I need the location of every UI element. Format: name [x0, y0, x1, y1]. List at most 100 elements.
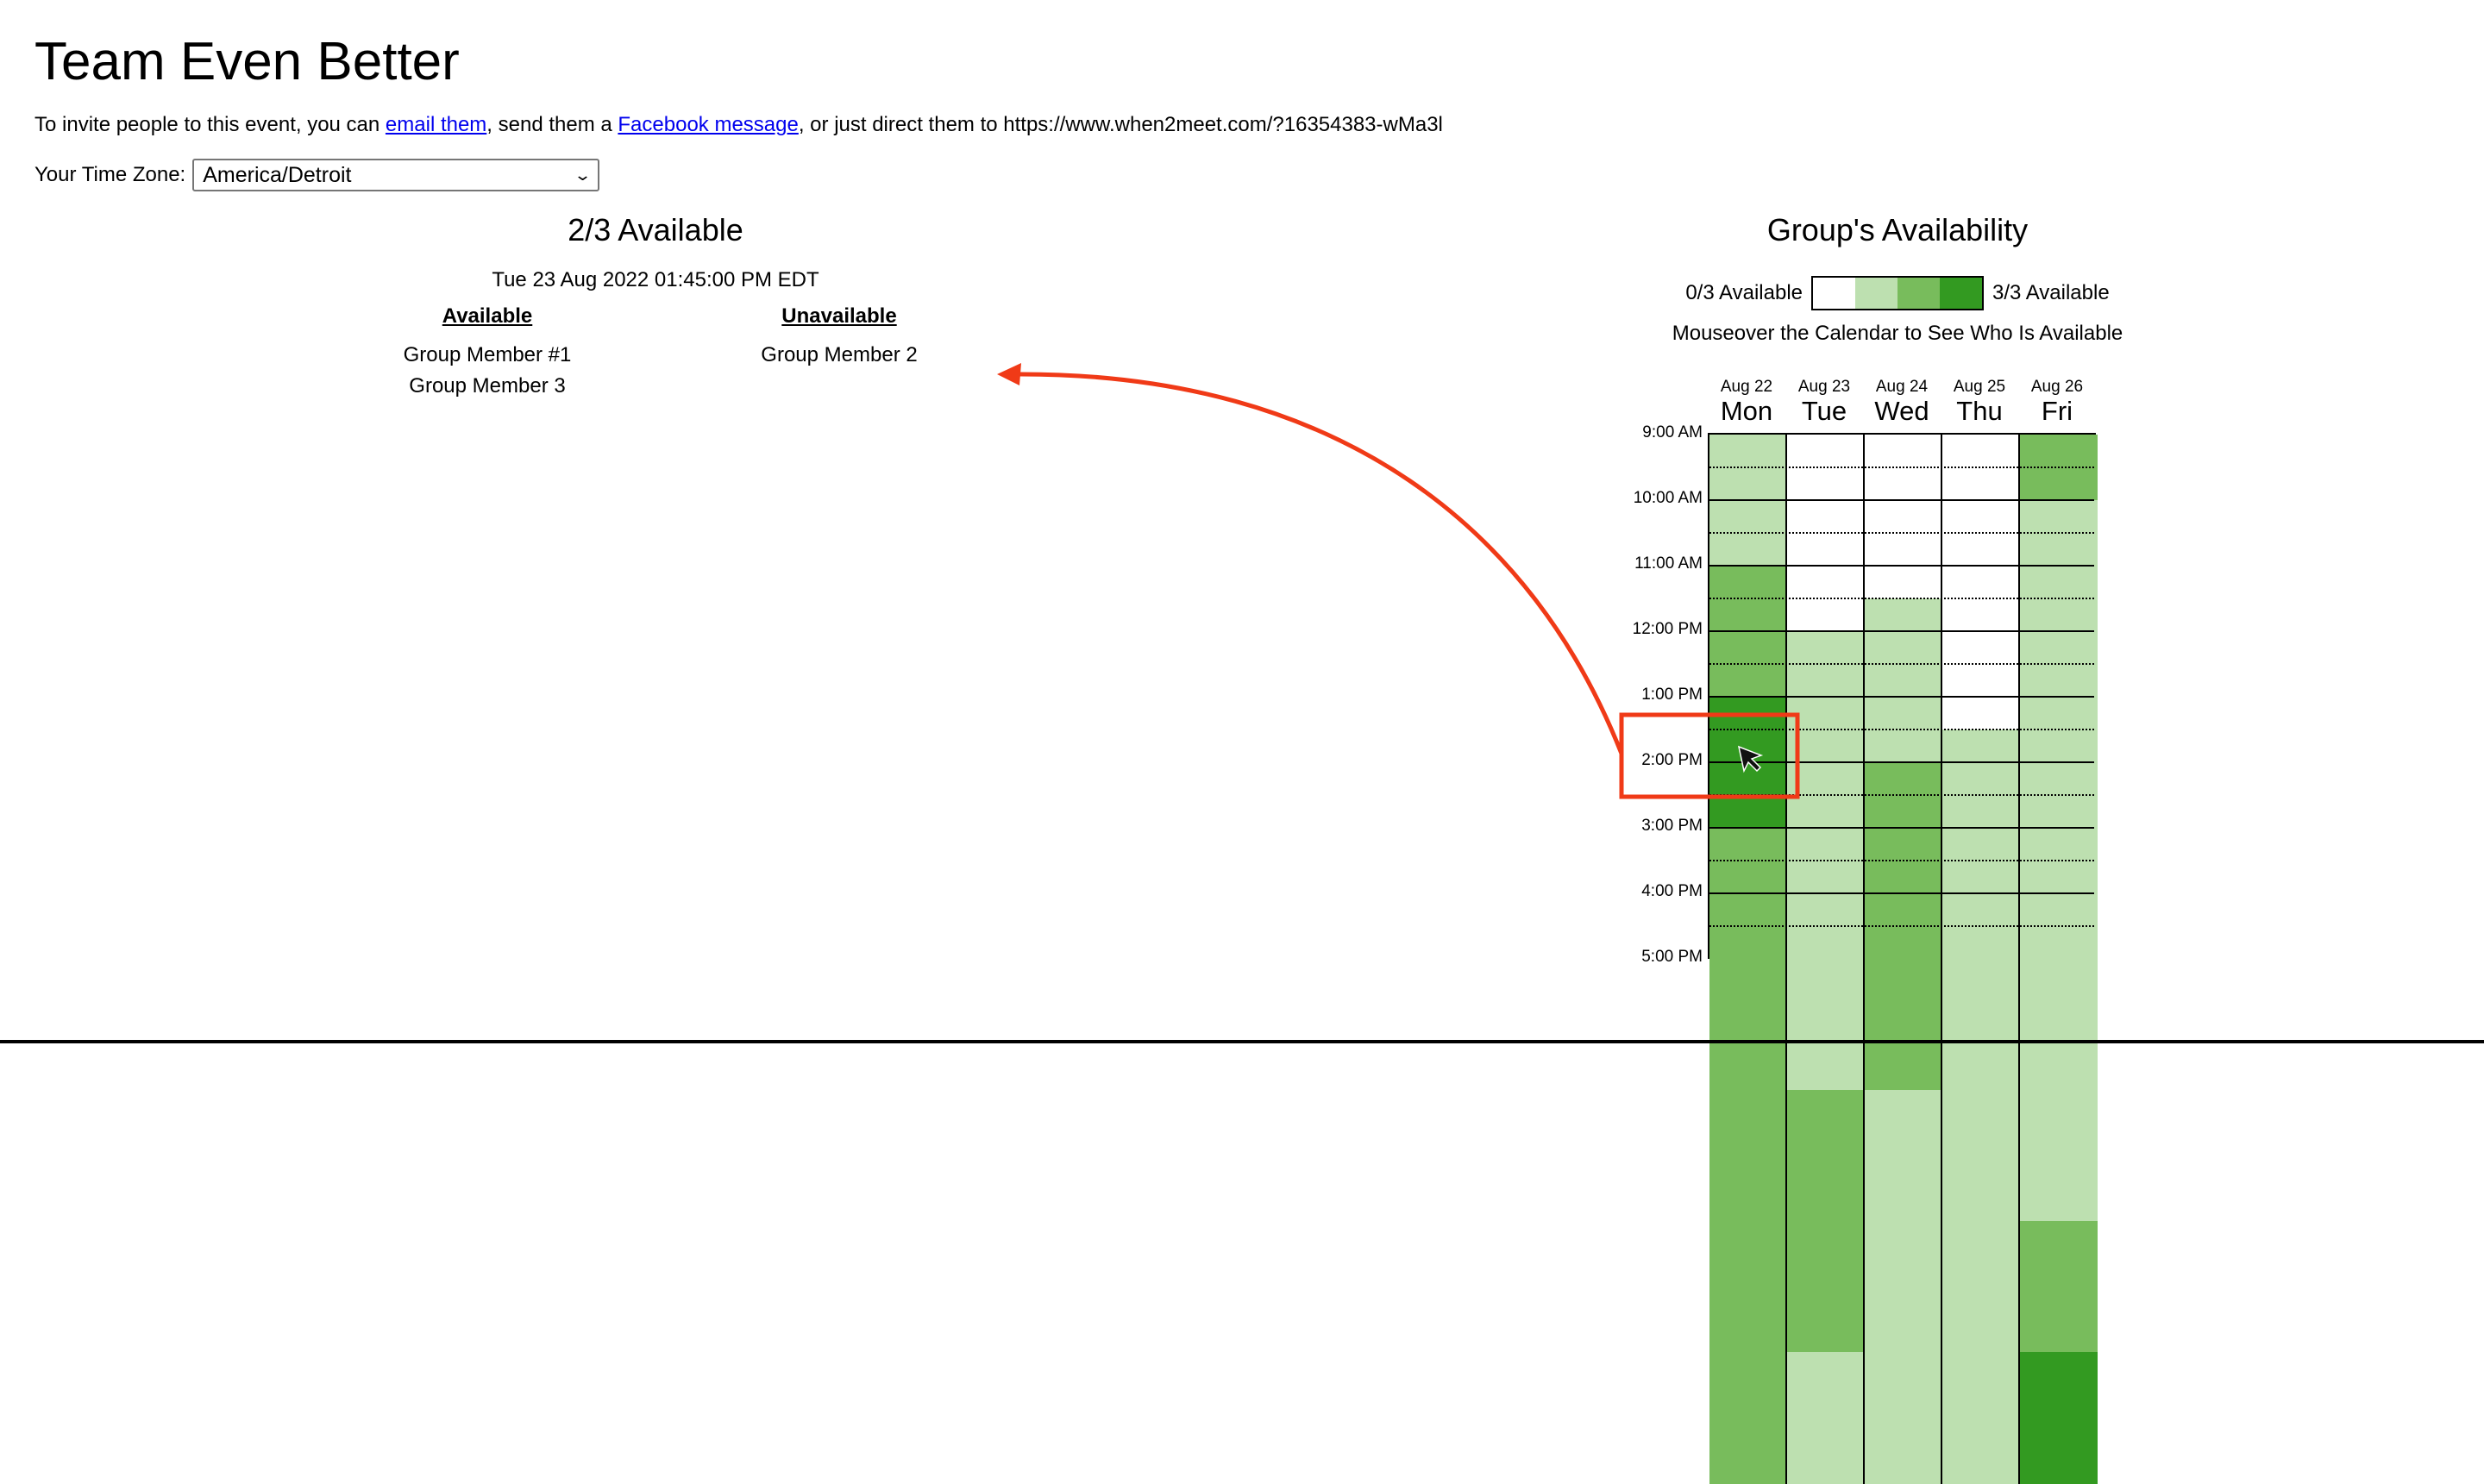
time-slot[interactable]	[1709, 1090, 1787, 1107]
time-slot[interactable]	[1942, 1434, 2020, 1451]
time-slot[interactable]	[1865, 1467, 1942, 1484]
time-slot[interactable]	[1787, 1205, 1865, 1222]
time-slot[interactable]	[1865, 1450, 1942, 1468]
time-slot[interactable]	[1865, 1074, 1942, 1091]
time-slot[interactable]	[1942, 926, 2020, 943]
time-slot[interactable]	[1787, 566, 1865, 583]
time-slot[interactable]	[2020, 615, 2098, 632]
time-slot[interactable]	[1787, 1090, 1865, 1107]
time-slot[interactable]	[1942, 566, 2020, 583]
time-slot[interactable]	[1942, 1418, 2020, 1435]
time-slot[interactable]	[2020, 1385, 2098, 1402]
time-slot[interactable]	[1865, 1221, 1942, 1238]
time-slot[interactable]	[1865, 1057, 1942, 1074]
time-slot[interactable]	[1787, 1418, 1865, 1435]
time-slot[interactable]	[1709, 1188, 1787, 1205]
time-slot[interactable]	[1942, 648, 2020, 665]
time-slot[interactable]	[1865, 582, 1942, 599]
time-slot[interactable]	[2020, 828, 2098, 845]
time-slot[interactable]	[1942, 1254, 2020, 1271]
time-slot[interactable]	[1787, 648, 1865, 665]
time-slot[interactable]	[1709, 582, 1787, 599]
time-slot[interactable]	[2020, 1074, 2098, 1091]
time-slot[interactable]	[1865, 484, 1942, 501]
time-slot[interactable]	[1865, 1123, 1942, 1140]
time-slot[interactable]	[1787, 1385, 1865, 1402]
time-slot[interactable]	[1709, 435, 1787, 452]
time-slot[interactable]	[1709, 1287, 1787, 1304]
time-slot[interactable]	[2020, 893, 2098, 911]
time-slot[interactable]	[1787, 795, 1865, 812]
time-slot[interactable]	[2020, 533, 2098, 550]
time-slot[interactable]	[1787, 615, 1865, 632]
time-slot[interactable]	[1865, 926, 1942, 943]
time-slot[interactable]	[1942, 680, 2020, 698]
time-slot[interactable]	[1865, 1270, 1942, 1287]
time-slot[interactable]	[1787, 828, 1865, 845]
time-slot[interactable]	[1709, 566, 1787, 583]
time-slot[interactable]	[1787, 1188, 1865, 1205]
time-slot[interactable]	[1942, 1270, 2020, 1287]
time-slot[interactable]	[1709, 598, 1787, 616]
time-slot[interactable]	[2020, 549, 2098, 567]
time-slot[interactable]	[2020, 467, 2098, 485]
time-slot[interactable]	[2020, 861, 2098, 878]
time-slot[interactable]	[1865, 1024, 1942, 1042]
time-slot[interactable]	[1942, 435, 2020, 452]
time-slot[interactable]	[1942, 975, 2020, 992]
time-slot[interactable]	[2020, 910, 2098, 927]
time-slot[interactable]	[1709, 1024, 1787, 1042]
time-slot[interactable]	[1865, 1139, 1942, 1156]
time-slot[interactable]	[1865, 1434, 1942, 1451]
time-slot[interactable]	[1787, 1106, 1865, 1124]
time-slot[interactable]	[2020, 975, 2098, 992]
time-slot[interactable]	[1709, 1123, 1787, 1140]
time-slot[interactable]	[1865, 1172, 1942, 1189]
time-slot[interactable]	[1865, 1385, 1942, 1402]
time-slot[interactable]	[1787, 762, 1865, 780]
time-slot[interactable]	[1709, 631, 1787, 648]
time-slot[interactable]	[1865, 1237, 1942, 1255]
time-slot[interactable]	[1787, 811, 1865, 829]
time-slot[interactable]	[1942, 1401, 2020, 1418]
time-slot[interactable]	[1709, 746, 1787, 763]
time-slot[interactable]	[1865, 1155, 1942, 1173]
time-slot[interactable]	[1865, 729, 1942, 747]
time-slot[interactable]	[1787, 959, 1865, 976]
time-slot[interactable]	[1942, 1287, 2020, 1304]
time-slot[interactable]	[1709, 1254, 1787, 1271]
time-slot[interactable]	[1709, 1106, 1787, 1124]
time-slot[interactable]	[1709, 1172, 1787, 1189]
time-slot[interactable]	[1787, 500, 1865, 517]
time-slot[interactable]	[1865, 811, 1942, 829]
time-slot[interactable]	[1942, 598, 2020, 616]
time-slot[interactable]	[1942, 1450, 2020, 1468]
time-slot[interactable]	[1709, 549, 1787, 567]
time-slot[interactable]	[1865, 844, 1942, 861]
time-slot[interactable]	[2020, 1188, 2098, 1205]
time-slot[interactable]	[1787, 1155, 1865, 1173]
time-slot[interactable]	[1709, 910, 1787, 927]
time-slot[interactable]	[1942, 844, 2020, 861]
time-slot[interactable]	[2020, 1450, 2098, 1468]
facebook-message-link[interactable]: Facebook message	[618, 113, 799, 136]
time-slot[interactable]	[1865, 566, 1942, 583]
time-slot[interactable]	[1942, 992, 2020, 1009]
time-slot[interactable]	[1865, 1303, 1942, 1320]
time-slot[interactable]	[1865, 680, 1942, 698]
time-slot[interactable]	[1709, 959, 1787, 976]
time-slot[interactable]	[1787, 1123, 1865, 1140]
time-slot[interactable]	[1709, 1368, 1787, 1386]
time-slot[interactable]	[1942, 1074, 2020, 1091]
time-slot[interactable]	[1865, 779, 1942, 796]
time-slot[interactable]	[1865, 762, 1942, 780]
time-slot[interactable]	[1865, 1106, 1942, 1124]
time-slot[interactable]	[2020, 1287, 2098, 1304]
time-slot[interactable]	[1787, 680, 1865, 698]
time-slot[interactable]	[1787, 467, 1865, 485]
time-slot[interactable]	[1942, 1368, 2020, 1386]
time-slot[interactable]	[2020, 1319, 2098, 1337]
time-slot[interactable]	[1787, 1221, 1865, 1238]
time-slot[interactable]	[1709, 697, 1787, 714]
time-slot[interactable]	[1942, 910, 2020, 927]
